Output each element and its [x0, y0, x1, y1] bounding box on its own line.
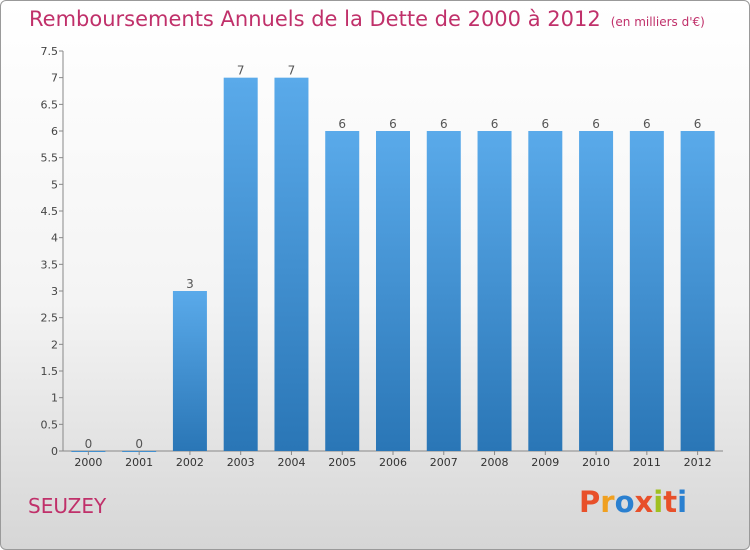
value-label-2001: 0: [135, 437, 143, 451]
bar-2009: [528, 131, 563, 451]
x-tick-label-2011: 2011: [633, 456, 661, 469]
y-tick-label: 0.5: [41, 418, 59, 431]
y-tick-label: 0: [51, 445, 58, 458]
value-label-2008: 6: [491, 117, 499, 131]
logo-letter: i: [677, 485, 688, 519]
x-tick-label-2012: 2012: [684, 456, 712, 469]
logo-letter: i: [653, 485, 664, 519]
x-tick-label-2005: 2005: [328, 456, 356, 469]
x-tick-label-2004: 2004: [277, 456, 305, 469]
bar-2006: [376, 131, 410, 451]
chart-title-text: Remboursements Annuels de la Dette de 20…: [29, 7, 601, 31]
logo-letter: x: [634, 485, 654, 519]
value-labels: 0 0 3 7 7 6 6 6 6 6 6 6 6: [85, 64, 702, 451]
bar-2007: [426, 131, 461, 451]
value-label-2009: 6: [541, 117, 549, 131]
y-tick-label: 6.5: [41, 98, 59, 111]
bar-2004: [274, 77, 309, 452]
bar-2003: [223, 77, 258, 452]
y-tick-label: 4: [51, 232, 58, 245]
proxiti-logo: Proxiti: [579, 485, 687, 519]
x-tick-label-2000: 2000: [74, 456, 102, 469]
x-axis-ticks: 2000 2001 2002 2003 2004 2005 2006 2007 2008 2009…: [74, 451, 712, 469]
x-tick-label-2001: 2001: [125, 456, 153, 469]
bar-2005: [325, 131, 360, 451]
y-tick-label: 2: [51, 338, 58, 351]
chart-subtitle: (en milliers d'€): [610, 15, 705, 29]
x-tick-label-2003: 2003: [227, 456, 255, 469]
bar-2011: [629, 131, 664, 451]
value-label-2011: 6: [643, 117, 651, 131]
x-tick-label-2009: 2009: [531, 456, 559, 469]
value-label-2006: 6: [389, 117, 397, 131]
bar-2012: [680, 131, 715, 451]
logo-letter: t: [663, 485, 678, 519]
x-tick-label-2002: 2002: [176, 456, 204, 469]
y-tick-label: 4.5: [41, 205, 59, 218]
y-tick-label: 1: [51, 392, 58, 405]
x-tick-label-2007: 2007: [430, 456, 458, 469]
x-tick-label-2010: 2010: [582, 456, 610, 469]
y-tick-label: 5.5: [41, 152, 59, 165]
value-label-2004: 7: [288, 64, 296, 78]
x-tick-label-2006: 2006: [379, 456, 407, 469]
location-name: SEUZEY: [28, 494, 107, 518]
logo-letter: P: [579, 485, 601, 519]
value-label-2000: 0: [85, 437, 93, 451]
bars: [71, 77, 715, 452]
value-label-2007: 6: [440, 117, 448, 131]
y-tick-label: 1.5: [41, 365, 59, 378]
y-tick-label: 5: [51, 178, 58, 191]
y-tick-label: 7: [51, 72, 58, 85]
y-tick-label: 2.5: [41, 312, 59, 325]
bar-2008: [477, 131, 512, 451]
bar-2002: [172, 291, 207, 451]
value-label-2005: 6: [338, 117, 346, 131]
value-label-2002: 3: [186, 277, 194, 291]
y-tick-label: 6: [51, 125, 58, 138]
value-label-2003: 7: [237, 64, 245, 78]
y-tick-label: 7.5: [41, 45, 59, 58]
bar-2010: [579, 131, 614, 451]
x-tick-label-2008: 2008: [481, 456, 509, 469]
value-label-2012: 6: [694, 117, 702, 131]
y-axis-ticks: 0 0.5 1 1.5 2 2.5 3 3.5 4 4.5 5 5.5 6 6.5 7 7.5: [41, 45, 63, 458]
chart-title: Remboursements Annuels de la Dette de 20…: [29, 7, 705, 31]
y-tick-label: 3.5: [41, 258, 59, 271]
value-label-2010: 6: [592, 117, 600, 131]
logo-letter: o: [614, 485, 635, 519]
logo-letter: r: [600, 485, 615, 519]
y-tick-label: 3: [51, 285, 58, 298]
